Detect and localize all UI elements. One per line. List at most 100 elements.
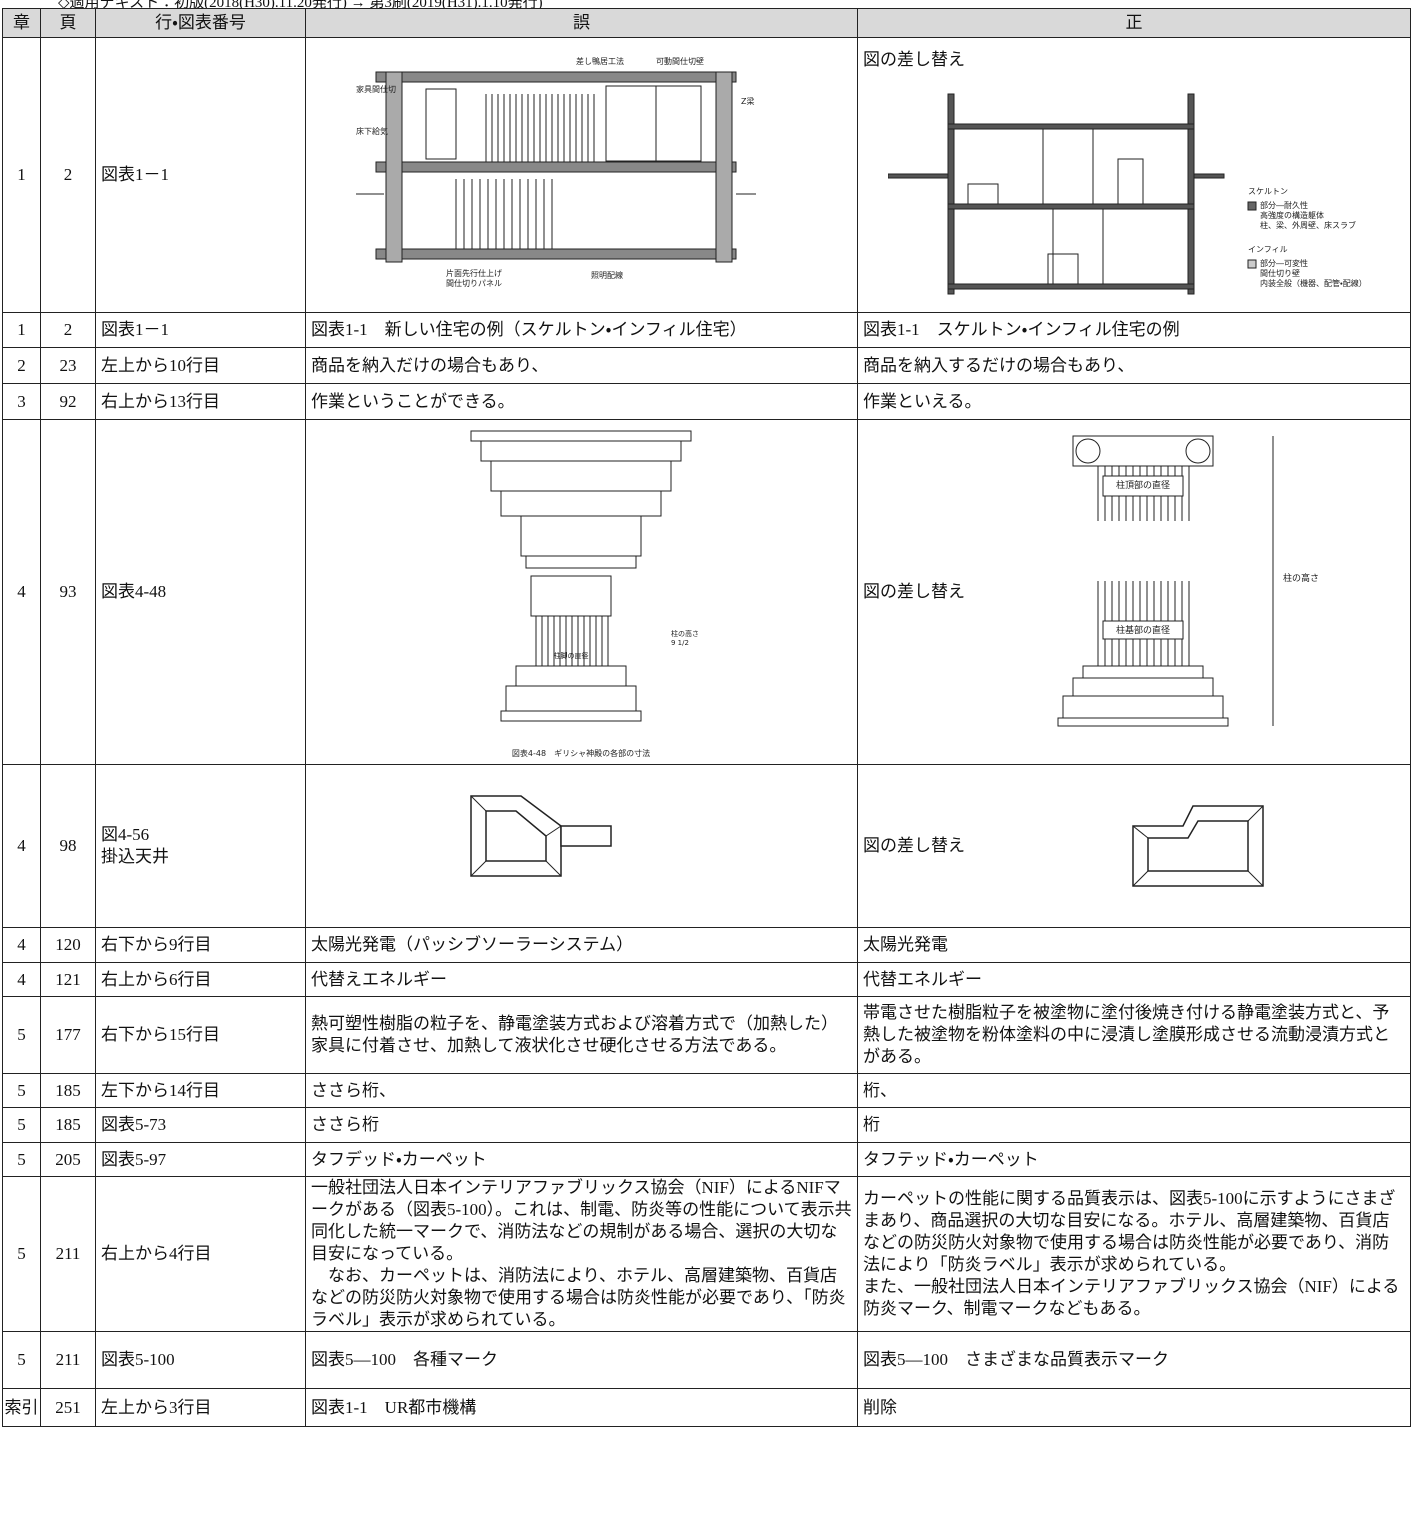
shape: [530, 575, 612, 616]
shape: [500, 490, 662, 516]
shape: [1247, 805, 1264, 821]
shape: [1117, 158, 1144, 204]
page-cell: 23: [40, 347, 96, 384]
table-row: 1 2 図表1－1 差し鴨居工法 可動間仕切壁 家具間仕切 Z梁 床下給気 片面先行仕上げ間仕切…: [2, 37, 1411, 313]
reference: 右上から4行目: [101, 1244, 212, 1263]
right-cell: タフテッド・カーペット: [857, 1142, 1411, 1177]
wrong-cell: 熱可塑性樹脂の粒子を、静電塗装方式および溶着方式で（加熱した）家具に付着させ、加…: [305, 996, 858, 1074]
shape: [525, 555, 637, 568]
chapter-cell: 1: [2, 37, 41, 313]
wrong-cell: タフデッド・カーペット: [305, 1142, 858, 1177]
right-cell: 図表1-1 スケルトン・インフィル住宅の例: [857, 312, 1411, 348]
wrong-cell: 柱脚の直径 柱の高さ 9 1/2 図表4-48 ギリシャ神殿の各部の寸法: [305, 419, 858, 765]
shape: [1247, 259, 1257, 268]
shape: [490, 460, 672, 491]
figure-label: 差し鴨居工法: [576, 56, 624, 66]
figure: スケルトン部分―耐久性高強度の構造躯体柱、梁、外周壁、床スラブインフィル部分―可…: [888, 93, 1367, 294]
cell-box: [311, 766, 852, 927]
wrong-text: 一般社団法人日本インテリアファブリックス協会（NIF）によるNIFマークがある（…: [311, 1178, 852, 1329]
chapter-cell: 5: [2, 1107, 41, 1143]
shape: [470, 860, 487, 876]
reference: 右下から15行目: [101, 1025, 220, 1044]
note: ◇適用テキスト：初版(2018(H30).11.20発行) → 第3刷(2019…: [58, 0, 543, 11]
page-number: 2: [63, 320, 73, 339]
figure-label: 柱基部の直径: [1116, 624, 1170, 636]
table-row: 4 98 図4-56 掛込天井 図の差し替え: [2, 764, 1411, 928]
ref-cell: 左上から10行目: [95, 347, 306, 384]
right-text: 商品を納入するだけの場合もあり、: [863, 355, 1135, 375]
wrong-text: 作業ということができる。: [311, 391, 515, 411]
shape: [1247, 201, 1257, 210]
reference: 左上から10行目: [101, 355, 220, 375]
shape: [505, 685, 637, 711]
table-row: 5 185 図表5-73 ささら桁 桁: [2, 1107, 1411, 1143]
cell-box: 図の差し替え: [863, 766, 1405, 927]
table-row: 5 211 右上から4行目 一般社団法人日本インテリアファブリックス協会（NIF）によ…: [2, 1176, 1411, 1332]
right-cell: 太陽光発電: [857, 927, 1411, 963]
figure-label: 部分―可変性間仕切り壁内装全般（機器、配管・配線）: [1260, 258, 1367, 288]
figure-label: スケルトン: [1248, 187, 1288, 196]
page-cell: 205: [40, 1142, 96, 1177]
right-cell: 図の差し替え スケルトン 部分―耐久性高強度の構造躯体柱、梁、外周壁、床スラブ インフ…: [857, 37, 1411, 313]
chapter-cell: 4: [2, 927, 41, 963]
figure-label: 床下給気: [356, 126, 388, 136]
reference: 右上から13行目: [101, 391, 220, 411]
page-cell: 2: [40, 37, 96, 313]
reference: 右上から6行目: [101, 969, 212, 989]
page-number: 177: [55, 1025, 81, 1044]
wrong-text: 図表1-1 新しい住宅の例（スケルトン・インフィル住宅）: [311, 320, 747, 339]
wrong-cell: 作業ということができる。: [305, 383, 858, 420]
wrong-cell: ささら桁、: [305, 1073, 858, 1108]
figure-label-line: 内装全般（機器、配管・配線）: [1260, 278, 1367, 288]
shape: [375, 71, 737, 82]
chapter-cell: 5: [2, 1073, 41, 1108]
figure: [470, 794, 612, 877]
shape: [1132, 825, 1149, 838]
wrong-cell: 太陽光発電（パッシブソーラーシステム）: [305, 927, 858, 963]
shape: [947, 283, 1195, 289]
ref-cell: 右上から13行目: [95, 383, 306, 420]
table-row: 索引 251 左上から3行目 図表1-1 UR都市機構 削除: [2, 1388, 1411, 1427]
wrong-text: タフデッド・カーペット: [311, 1149, 487, 1169]
reference: 左上から3行目: [101, 1397, 212, 1417]
page-number: 93: [59, 582, 77, 601]
wrong-text: ささら桁: [311, 1115, 379, 1134]
header-cell: 頁: [40, 8, 96, 38]
ref-cell: 右下から9行目: [95, 927, 306, 963]
header-cell: 行・図表番号: [95, 8, 306, 38]
shape: [655, 85, 702, 161]
chapter-cell: 3: [2, 383, 41, 420]
right-text: タフテッド・カーペット: [863, 1149, 1039, 1169]
chapter: 5: [17, 1350, 26, 1369]
reference: 図4-56 掛込天井: [101, 825, 169, 866]
chapter: 4: [17, 935, 26, 954]
figure-label: 柱脚の直径: [554, 651, 589, 660]
chapter-cell: 5: [2, 1176, 41, 1332]
wrong-text: 熱可塑性樹脂の粒子を、静電塗装方式および溶着方式で（加熱した）家具に付着させ、加…: [311, 1014, 838, 1055]
right-text: 図表1-1 スケルトン・インフィル住宅の例: [863, 320, 1180, 339]
page-cell: 98: [40, 764, 96, 928]
shape: [1193, 173, 1225, 178]
shape: [1185, 438, 1211, 463]
cell-box: 柱脚の直径 柱の高さ 9 1/2 図表4-48 ギリシャ神殿の各部の寸法: [311, 421, 852, 764]
shape: [715, 71, 733, 262]
chapter: 4: [17, 836, 26, 855]
ref-cell: 図表5-100: [95, 1331, 306, 1389]
page-cell: 185: [40, 1107, 96, 1143]
reference: 図表5-73: [101, 1115, 167, 1134]
page-number: 251: [55, 1397, 81, 1417]
chapter: 1: [17, 320, 26, 339]
table-row: 4 121 右上から6行目 代替えエネルギー 代替エネルギー: [2, 962, 1411, 997]
shape: [1075, 438, 1101, 463]
figure-label: 照明配線: [591, 270, 623, 280]
chapter-cell: 4: [2, 764, 41, 928]
chapter: 5: [17, 1149, 26, 1169]
chapter-cell: 2: [2, 347, 41, 384]
shape: [470, 430, 692, 441]
chapter: 索引: [4, 1397, 39, 1417]
shape: [385, 71, 403, 262]
figure-label: インフィル: [1248, 245, 1288, 254]
reference: 図表5-100: [101, 1350, 175, 1369]
figure-label: 柱頂部の直径: [1116, 479, 1170, 491]
table-row: 4 93 図表4-48 柱脚の直径 柱の高さ 9 1/2 図表4-48 ギリシャ神殿の各部の…: [2, 419, 1411, 765]
